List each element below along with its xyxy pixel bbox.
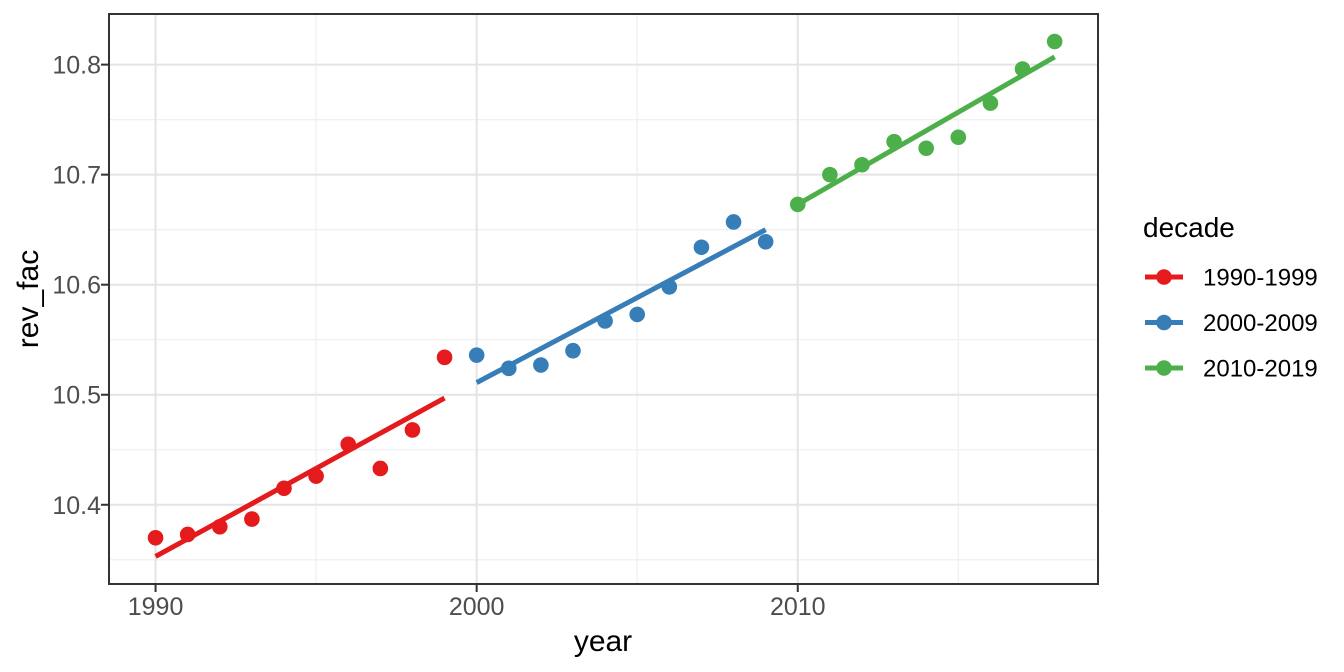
y-tick-label: 10.5	[52, 382, 101, 410]
trend-line	[475, 227, 767, 385]
gridlines-major	[109, 14, 1098, 584]
y-tick-label: 10.8	[52, 52, 101, 80]
legend-title: decade	[1143, 212, 1235, 243]
x-axis-tick-labels: 1990 2000 2010	[128, 593, 826, 621]
y-tick-label: 10.6	[52, 272, 101, 300]
y-axis-title: rev_fac	[12, 250, 45, 348]
trend-line	[796, 54, 1056, 207]
data-point	[436, 349, 453, 366]
data-point	[404, 422, 421, 438]
y-tick-label: 10.4	[52, 492, 101, 520]
legend-item-label: 2010-2019	[1203, 356, 1318, 383]
data-point	[372, 460, 389, 477]
x-tick-label: 2010	[770, 593, 826, 621]
axis-ticks	[101, 63, 799, 592]
data-point	[244, 511, 260, 527]
data-point	[822, 166, 838, 183]
legend: decade 1990-1999 2000-2009 2010-2019	[1143, 212, 1318, 383]
data-point	[982, 95, 999, 111]
y-axis-tick-labels: 10.4 10.5 10.6 10.7 10.8	[52, 52, 101, 520]
legend-items: 1990-1999 2000-2009 2010-2019	[1145, 265, 1318, 383]
data-point	[1046, 33, 1063, 50]
data-point	[565, 342, 581, 359]
data-point	[629, 306, 646, 323]
data-point	[468, 347, 485, 363]
data-point	[693, 239, 710, 256]
data-point	[757, 233, 774, 250]
legend-item-label: 2000-2009	[1203, 310, 1318, 337]
data-point	[533, 357, 549, 373]
data-point	[725, 214, 742, 230]
x-tick-label: 2000	[449, 593, 505, 621]
x-tick-label: 1990	[128, 593, 184, 621]
legend-key-point-icon	[1156, 360, 1172, 376]
legend-key-point-icon	[1156, 269, 1172, 285]
data-point	[147, 529, 164, 546]
x-axis-title: year	[574, 625, 632, 658]
legend-item: 2010-2019	[1145, 356, 1318, 383]
legend-item: 1990-1999	[1145, 265, 1318, 292]
data-point	[950, 129, 967, 146]
data-point	[918, 140, 935, 157]
legend-key-point-icon	[1156, 314, 1172, 331]
y-tick-label: 10.7	[52, 162, 101, 190]
trend-line	[154, 395, 446, 559]
legend-item: 2000-2009	[1145, 310, 1318, 337]
trend-lines-layer	[154, 54, 1056, 559]
plot-panel-border	[108, 13, 1099, 585]
legend-item-label: 1990-1999	[1203, 265, 1318, 292]
